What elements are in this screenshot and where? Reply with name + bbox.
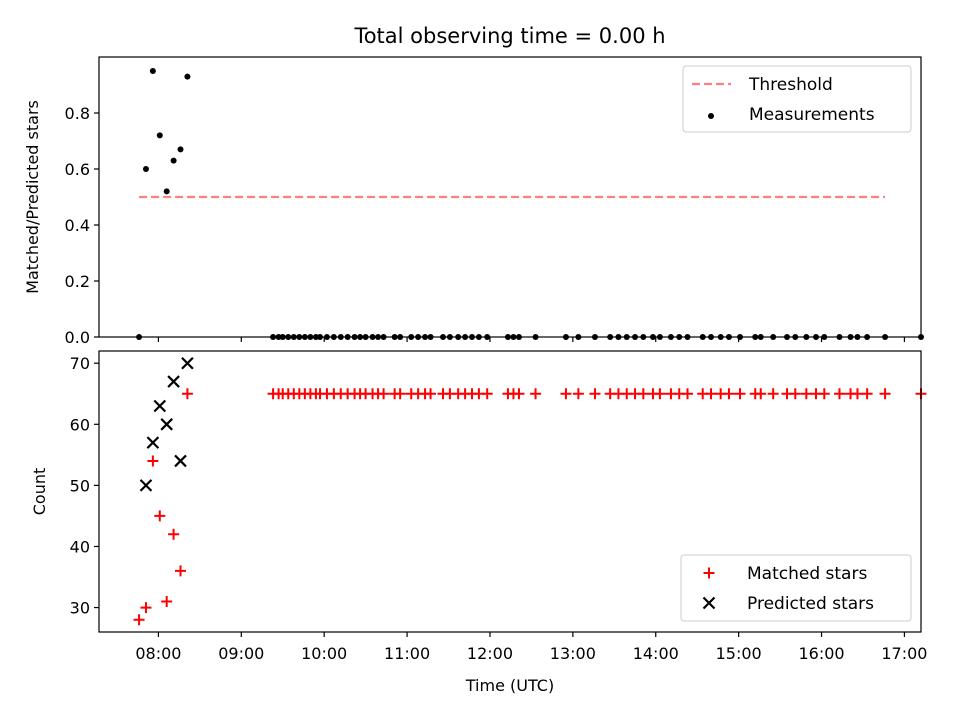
measurement-point (142, 166, 149, 172)
y-tick-label: 0.0 (65, 328, 90, 347)
matched-star-point (394, 388, 406, 400)
matched-star-point (851, 388, 863, 400)
legend-box (680, 554, 912, 622)
matched-star-point (168, 528, 180, 540)
matched-star-point (861, 388, 873, 400)
matched-star-point (154, 510, 166, 522)
matched-star-point (140, 602, 152, 614)
legend-measurements-swatch (708, 113, 714, 119)
matched-star-point (175, 565, 187, 577)
matched-star-point (682, 388, 694, 400)
matched-star-point (378, 388, 390, 400)
legend-label: Predicted stars (747, 594, 874, 614)
predicted-star-point (146, 436, 160, 449)
matched-star-point (654, 388, 666, 400)
series-predicted-stars (139, 356, 194, 492)
x-tick-label: 08:00 (135, 644, 181, 663)
y-tick-label: 0.6 (65, 160, 90, 179)
y-tick-label: 30 (70, 599, 90, 618)
matched-star-point (589, 388, 601, 400)
x-tick-label: 13:00 (550, 644, 596, 663)
x-tick-label: 14:00 (633, 644, 679, 663)
predicted-star-point (139, 479, 153, 492)
measurement-point (184, 73, 191, 80)
legend: Threshold Measurements (682, 65, 912, 133)
matched-star-point (425, 388, 437, 400)
x-tick-label: 11:00 (384, 644, 430, 663)
legend-box (682, 65, 912, 133)
legend-label: Threshold (748, 75, 833, 95)
matched-star-point (833, 388, 845, 400)
matched-star-point (789, 388, 801, 400)
matched-star-point (723, 388, 735, 400)
axes-frame (98, 350, 922, 633)
y-axis-label: Matched/Predicted stars (23, 100, 42, 294)
measurement-point (177, 146, 184, 153)
matched-star-point (800, 388, 812, 400)
matched-star-point (147, 455, 159, 467)
matched-star-point (181, 388, 193, 400)
matched-star-point (734, 388, 746, 400)
predicted-star-point (181, 356, 194, 370)
legend-label: Measurements (749, 105, 875, 125)
chart-title: Total observing time = 0.00 h (353, 24, 665, 48)
matched-star-point (767, 388, 779, 400)
matched-star-point (818, 388, 830, 400)
x-tick-label: 15:00 (716, 644, 762, 663)
predicted-star-point (167, 375, 180, 388)
legend: Matched stars Predicted stars (680, 554, 912, 622)
y-tick-label: 0.8 (65, 104, 90, 123)
predicted-star-point (174, 454, 187, 468)
matched-star-point (161, 595, 173, 607)
matched-star-point (560, 388, 572, 400)
x-tick-label: 10:00 (301, 644, 347, 663)
y-tick-label: 0.2 (65, 272, 90, 291)
measurement-point (156, 132, 163, 139)
legend-label: Matched stars (747, 564, 867, 584)
predicted-star-point (153, 399, 167, 413)
plot-area (133, 356, 927, 626)
matched-star-point (133, 614, 145, 626)
x-tick-label: 12:00 (467, 644, 513, 663)
predicted-star-point (160, 418, 173, 431)
matched-star-point (572, 388, 584, 400)
matched-star-point (705, 388, 717, 400)
x-axis-label: Time (UTC) (465, 676, 554, 695)
matched-star-point (879, 388, 891, 400)
legend-predicted-swatch (702, 596, 716, 610)
y-axis-label: Count (30, 468, 49, 516)
y-tick-label: 40 (70, 537, 90, 556)
measurement-point (170, 157, 177, 164)
matched-star-point (481, 388, 493, 400)
matched-star-point (755, 388, 767, 400)
y-tick-label: 70 (70, 354, 90, 373)
bottom-panel: 30 40 50 60 70 08:00 09:00 10:00 11:00 12:00 13:00… (30, 350, 927, 695)
matched-star-point (637, 388, 649, 400)
y-tick-label: 50 (70, 476, 90, 495)
x-tick-label: 09:00 (218, 644, 264, 663)
measurement-point (149, 68, 156, 74)
y-tick-label: 0.4 (65, 216, 90, 235)
axes-frame (98, 56, 922, 338)
top-panel: 0.0 0.2 0.4 0.6 0.8 Matched/Predicted stars Th… (23, 56, 924, 347)
x-tick-label: 17:00 (881, 644, 927, 663)
legend-matched-swatch (703, 567, 715, 579)
series-matched-stars (133, 388, 927, 626)
y-tick-label: 60 (70, 415, 90, 434)
matched-star-point (513, 388, 525, 400)
matched-star-point (530, 388, 542, 400)
measurement-point (163, 188, 170, 195)
x-tick-label: 16:00 (798, 644, 844, 663)
